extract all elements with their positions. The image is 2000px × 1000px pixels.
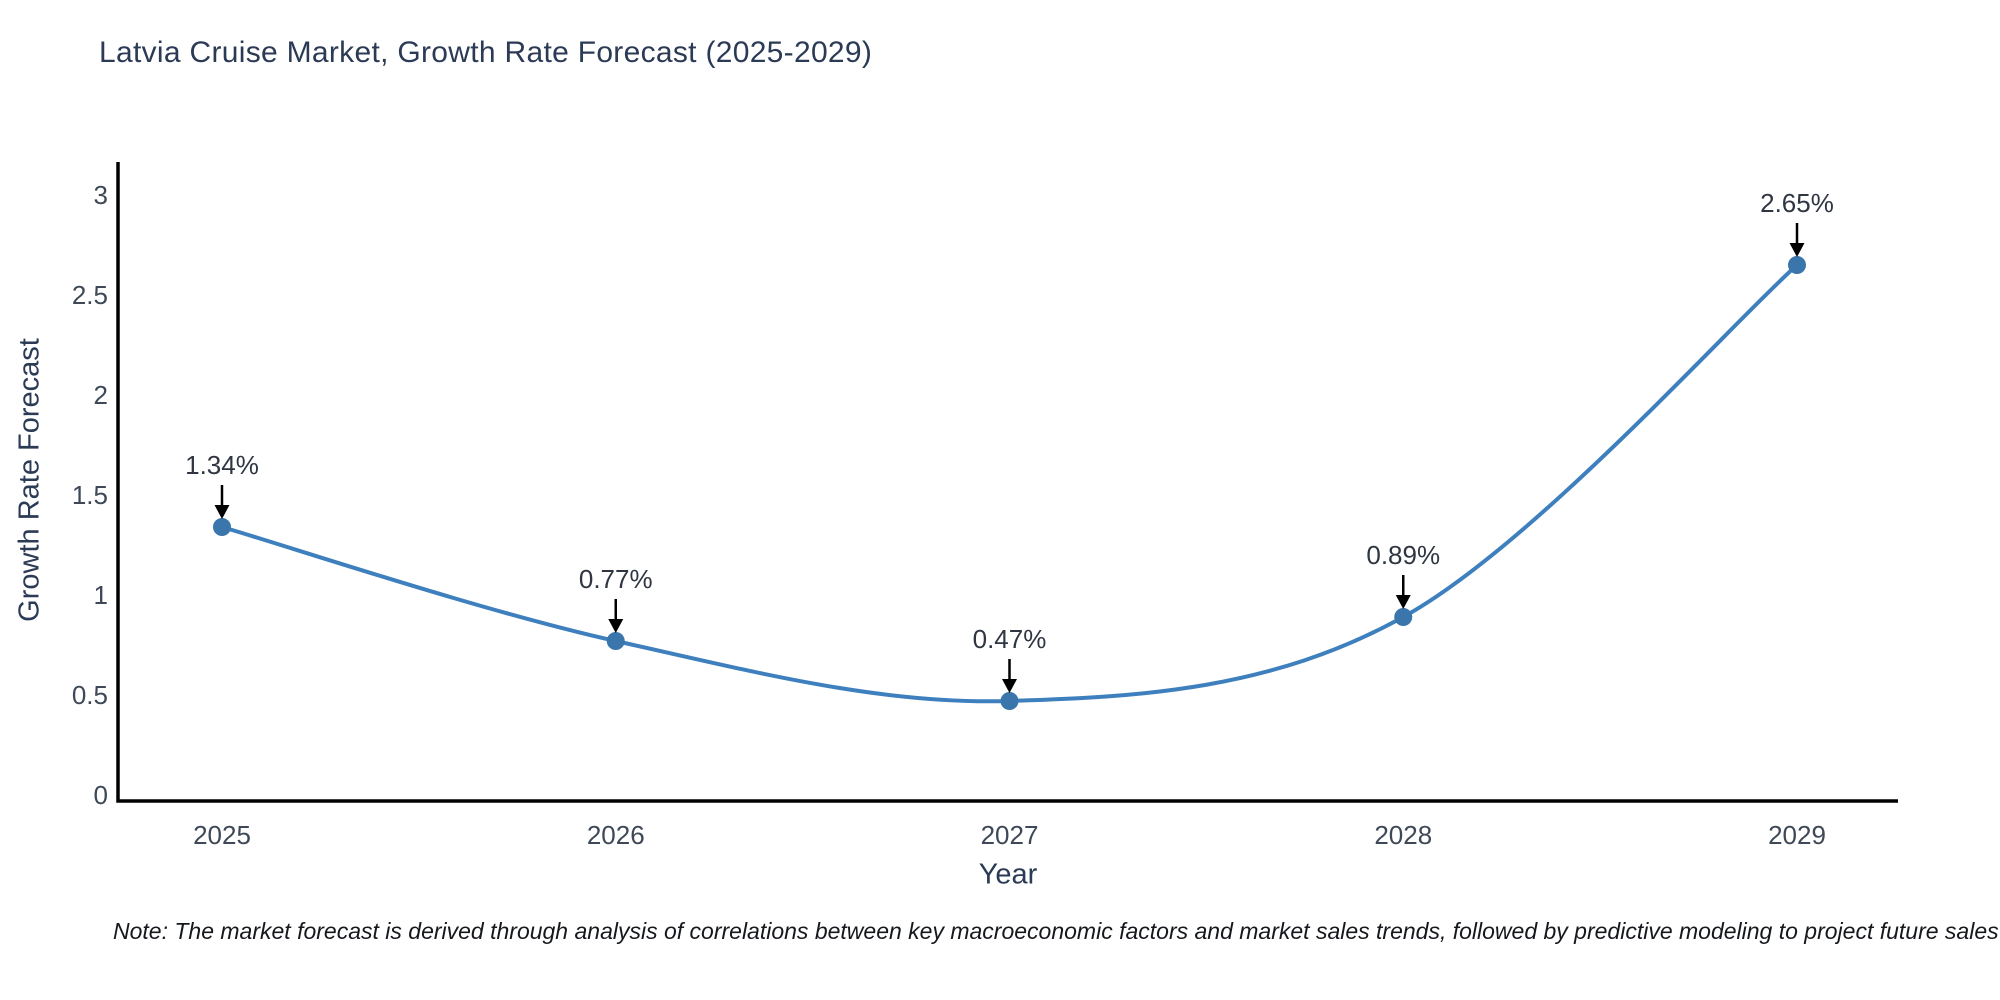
data-point-marker [1788,256,1806,274]
data-point-marker [606,632,625,650]
x-tick-label: 2025 [193,820,251,850]
x-tick-label: 2027 [981,820,1039,850]
point-value-label: 1.34% [185,450,259,480]
x-tick-label: 2029 [1768,820,1826,850]
point-value-label: 0.47% [973,624,1047,654]
x-tick-label: 2026 [587,820,645,850]
axes [116,162,1898,803]
footnote: Note: The market forecast is derived thr… [113,918,1999,944]
point-value-label: 2.65% [1760,188,1834,218]
point-value-label: 0.77% [579,564,653,594]
x-tick-label: 2028 [1374,820,1432,850]
trend-line [220,263,1799,704]
annotation-arrow-head [1395,595,1411,609]
y-tick-label: 2 [94,380,108,410]
annotation-arrow-head [214,505,230,519]
y-tick-label: 1 [94,580,108,610]
data-point-marker [1394,608,1413,626]
y-tick-label: 0.5 [72,680,108,710]
x-axis-title: Year [978,858,1038,891]
annotation-arrow-head [608,619,624,633]
chart-title: Latvia Cruise Market, Growth Rate Foreca… [99,36,873,69]
y-tick-label: 1.5 [72,480,108,510]
data-point-marker [1000,692,1019,710]
annotation-arrow-head [1789,243,1805,257]
y-tick-label: 3 [94,180,108,210]
annotation-arrow-head [1002,679,1017,693]
data-point-marker [213,518,231,536]
point-value-label: 0.89% [1366,540,1440,570]
y-tick-label: 0 [94,780,108,810]
y-tick-label: 2.5 [72,280,108,310]
